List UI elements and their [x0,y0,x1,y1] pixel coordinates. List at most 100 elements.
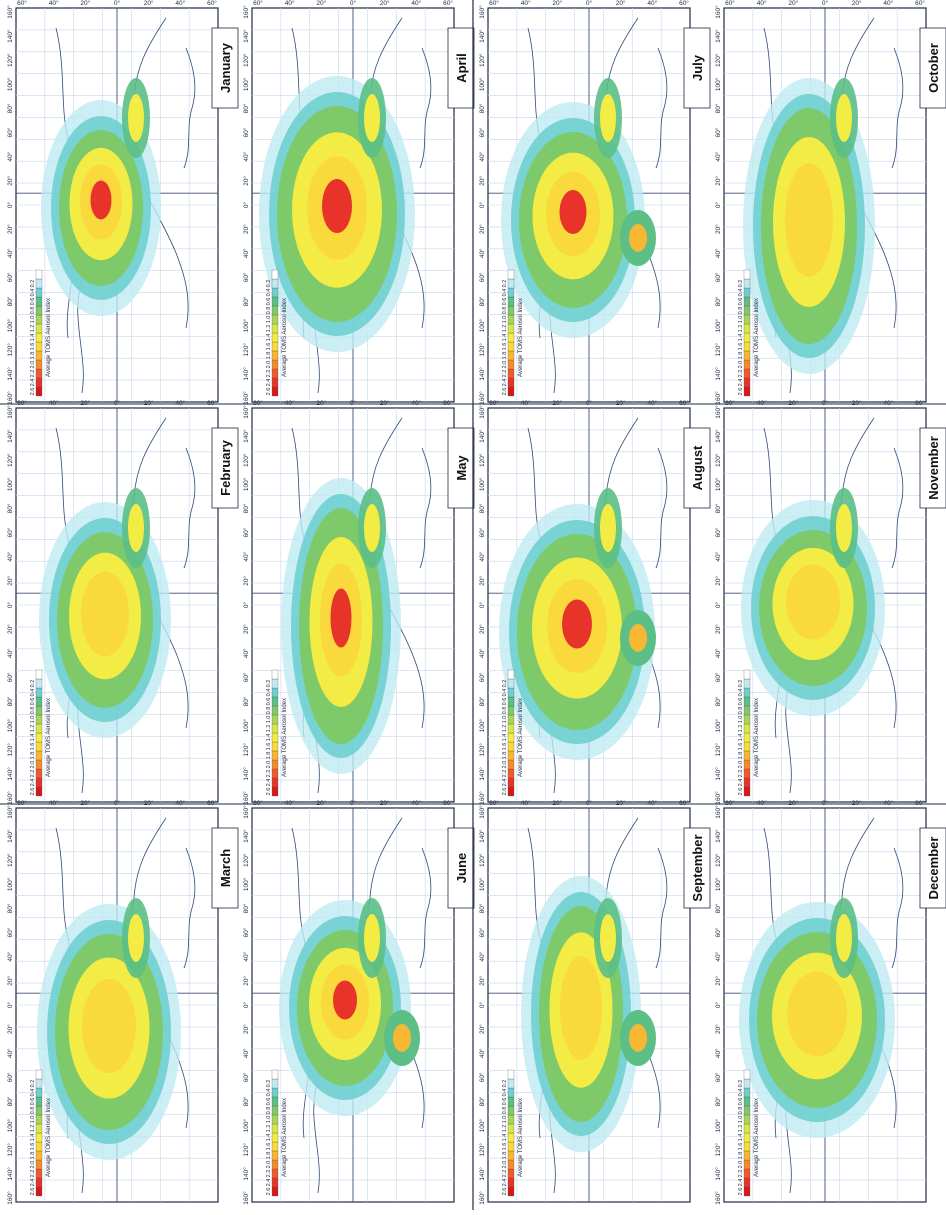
legend-swatch [271,678,279,689]
longitude-label: 140° [6,29,14,43]
map-panel-may: 160° 140° 120° 100° 80° 60° 40° 20° 0° 20° 40° 60° 8… [242,399,475,805]
legend-value: 2.6 [738,788,744,796]
longitude-label: 160° [6,391,14,405]
legend-swatch [743,786,751,797]
latitude-label: 60° [17,399,27,407]
legend-value: 0.2 [30,680,36,688]
month-label: July [690,54,705,81]
legend-swatch [743,314,751,325]
longitude-label: 60° [478,672,486,682]
legend-swatch [507,1078,515,1089]
month-label: February [218,439,233,495]
latitude-label: 40° [757,399,767,407]
legend-value: 0.8 [738,1107,744,1115]
legend-value: 1.2 [30,325,36,333]
longitude-label: 60° [242,672,250,682]
legend-value: 0.2 [30,1080,36,1088]
legend-value: 1.6 [738,343,744,351]
longitude-label: 100° [714,319,722,333]
legend-swatch [271,269,279,280]
longitude-label: 140° [714,429,722,443]
legend-value: 1.4 [266,334,272,342]
legend-swatch [35,1069,43,1080]
longitude-label: 140° [242,829,250,843]
legend-value: 1.2 [502,325,508,333]
legend-value: 0.8 [738,307,744,315]
aerosol-plume [501,78,656,338]
legend-value: 0.6 [266,1098,272,1106]
latitude-label: 60° [253,0,263,7]
legend-swatch [271,1177,279,1188]
legend-swatch [743,287,751,298]
longitude-label: 120° [6,743,14,757]
longitude-label: 40° [242,551,250,561]
longitude-label: 160° [478,805,486,819]
map-panel-october: 160° 140° 120° 100° 80° 60° 40° 20° 0° 20° 40° 60° 8… [714,0,946,405]
longitude-label: 80° [242,103,250,113]
longitude-label: 140° [714,767,722,781]
longitude-label: 40° [714,248,722,258]
legend-swatch [271,368,279,379]
latitude-labels: 60° 40° 20° 0° 20° 40° 60° [17,399,217,407]
longitude-label: 120° [6,1143,14,1157]
latitude-label: 0° [350,799,357,807]
legend-swatch [35,323,43,334]
longitude-label: 120° [714,743,722,757]
legend-value: 0.6 [502,1098,508,1106]
month-title: April [447,27,475,109]
longitude-label: 120° [6,853,14,867]
longitude-label: 120° [478,743,486,757]
month-title: December [919,827,946,909]
longitude-label: 140° [714,29,722,43]
legend-value: 2.4 [30,1179,36,1187]
legend-swatch [507,1069,515,1080]
legend: 2.62.42.22.01.81.61.41.21.00.80.60.40.2 A… [738,269,760,397]
legend-value: 2.2 [502,770,508,778]
legend-value: 2.0 [30,761,36,769]
legend-value: 2.4 [266,379,272,387]
latitude-label: 60° [489,799,499,807]
month-title: November [919,427,946,509]
longitude-label: 40° [6,248,14,258]
legend-swatch [271,723,279,734]
legend-value: 2.0 [738,361,744,369]
legend-swatch [35,359,43,370]
legend: 2.62.42.22.01.81.61.41.21.00.80.60.40.2 A… [30,269,52,397]
legend-value: 0.6 [502,698,508,706]
latitude-label: 20° [380,799,390,807]
longitude-label: 120° [478,53,486,67]
longitude-label: 120° [242,53,250,67]
legend: 2.62.42.22.01.81.61.41.21.00.80.60.40.2 A… [738,1069,760,1197]
legend-value: 0.4 [30,1089,36,1097]
longitude-label: 160° [6,805,14,819]
legend-swatch [271,296,279,307]
legend-value: 2.6 [502,1188,508,1196]
legend-value: 0.6 [266,298,272,306]
longitude-label: 60° [6,672,14,682]
legend-value: 1.2 [266,725,272,733]
latitude-label: 40° [757,799,767,807]
longitude-label: 100° [714,77,722,91]
latitude-label: 40° [883,0,893,7]
legend-swatch [507,1087,515,1098]
longitude-label: 0° [478,1001,486,1008]
legend-value: 2.4 [30,379,36,387]
latitude-label: 60° [253,799,263,807]
legend-value: 1.8 [30,352,36,360]
legend-value: 2.2 [502,370,508,378]
longitude-label: 120° [242,1143,250,1157]
longitude-label: 160° [714,405,722,419]
longitude-label: 100° [242,877,250,891]
legend-title: Average TOMS Aerosol Index [282,698,288,777]
latitude-label: 0° [350,0,357,7]
legend-value: 2.6 [738,1188,744,1196]
longitude-label: 160° [714,1191,722,1205]
latitude-label: 20° [616,399,626,407]
latitude-label: 40° [411,0,421,7]
legend-value: 0.8 [502,1107,508,1115]
legend-value: 0.6 [738,698,744,706]
legend-value: 1.6 [266,743,272,751]
month-title: June [447,827,475,909]
longitude-label: 160° [242,391,250,405]
legend-value: 1.0 [502,1116,508,1124]
